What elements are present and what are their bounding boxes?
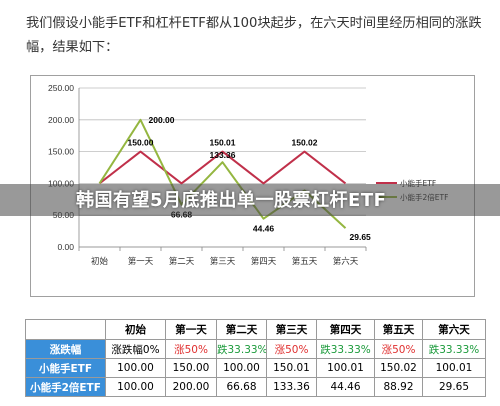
table-header-cell: 第二天 bbox=[216, 319, 267, 340]
table-cell: 跌33.33% bbox=[316, 339, 375, 359]
data-label: 200.00 bbox=[149, 115, 175, 125]
table-cell: 100.00 bbox=[216, 358, 267, 378]
y-tick-label: 100.00 bbox=[48, 178, 74, 188]
table-row-2x-etf: 小能手2倍ETF 100.00 200.00 66.68 133.36 44.4… bbox=[25, 377, 486, 397]
x-tick-label: 初始 bbox=[91, 256, 109, 267]
chart-svg: 0.0050.00100.00150.00200.00250.00初始第一天第二… bbox=[48, 83, 448, 267]
table-cell: 跌33.33% bbox=[422, 339, 486, 359]
data-label: 150.02 bbox=[292, 138, 318, 148]
y-tick-label: 0.00 bbox=[57, 242, 74, 252]
legend-label: 小能手ETF bbox=[400, 178, 436, 188]
data-label: 133.36 bbox=[210, 150, 236, 160]
table-row-etf: 小能手ETF 100.00 150.00 100.00 150.01 100.0… bbox=[25, 358, 486, 378]
y-tick-label: 200.00 bbox=[48, 115, 74, 125]
data-label: 150.01 bbox=[210, 138, 236, 148]
table-header-cell: 第四天 bbox=[316, 319, 375, 340]
table-cell: 100.01 bbox=[422, 358, 486, 378]
y-tick-label: 150.00 bbox=[48, 147, 74, 157]
table-cell: 150.01 bbox=[266, 358, 317, 378]
x-tick-label: 第四天 bbox=[251, 256, 277, 267]
table-row-change: 涨跌幅 涨跌幅0% 涨50% 跌33.33% 涨50% 跌33.33% 涨50%… bbox=[25, 339, 486, 359]
table-cell: 涨跌幅0% bbox=[105, 339, 166, 359]
table-cell: 100.00 bbox=[105, 358, 166, 378]
row-label: 小能手ETF bbox=[25, 358, 106, 378]
y-tick-label: 250.00 bbox=[48, 83, 74, 93]
table-cell: 涨50% bbox=[165, 339, 217, 359]
table-cell: 涨50% bbox=[266, 339, 317, 359]
headline-text: 韩国有望5月底推出单一股票杠杆ETF bbox=[76, 190, 387, 211]
intro-paragraph: 我们假设小能手ETF和杠杆ETF都从100块起步，在六天时间里经历相同的涨跌幅，… bbox=[26, 16, 482, 55]
data-label: 29.65 bbox=[350, 232, 372, 242]
x-tick-label: 第二天 bbox=[169, 256, 195, 267]
table-cell: 涨50% bbox=[374, 339, 423, 359]
table-cell: 150.00 bbox=[165, 358, 217, 378]
table-cell: 66.68 bbox=[216, 377, 267, 397]
series-line-etf bbox=[98, 150, 347, 185]
table-header-cell: 第一天 bbox=[165, 319, 217, 340]
table-cell: 88.92 bbox=[374, 377, 423, 397]
row-label: 小能手2倍ETF bbox=[25, 377, 106, 397]
row-label: 涨跌幅 bbox=[25, 339, 106, 359]
x-tick-label: 第五天 bbox=[292, 256, 318, 267]
table-cell: 跌33.33% bbox=[216, 339, 267, 359]
table-header-cell: 第五天 bbox=[374, 319, 423, 340]
table-cell: 200.00 bbox=[165, 377, 217, 397]
table-header-cell: 第三天 bbox=[266, 319, 317, 340]
headline-banner bbox=[0, 184, 500, 216]
x-tick-label: 第三天 bbox=[210, 256, 236, 267]
data-table: 初始 第一天 第二天 第三天 第四天 第五天 第六天 涨跌幅 涨跌幅0% 涨50… bbox=[25, 319, 486, 397]
table-header-row: 初始 第一天 第二天 第三天 第四天 第五天 第六天 bbox=[25, 319, 486, 340]
table-header-cell: 初始 bbox=[105, 319, 166, 340]
table-cell: 100.01 bbox=[316, 358, 375, 378]
table-cell: 29.65 bbox=[422, 377, 486, 397]
table-header-cell: 第六天 bbox=[422, 319, 486, 340]
x-tick-label: 第六天 bbox=[333, 256, 359, 267]
table-header-cell bbox=[25, 319, 106, 340]
table-cell: 100.00 bbox=[105, 377, 166, 397]
data-label: 150.00 bbox=[128, 138, 154, 148]
x-tick-label: 第一天 bbox=[128, 256, 154, 267]
table-cell: 133.36 bbox=[266, 377, 317, 397]
data-label: 44.46 bbox=[253, 224, 275, 234]
table-cell: 150.02 bbox=[374, 358, 423, 378]
table-cell: 44.46 bbox=[316, 377, 375, 397]
